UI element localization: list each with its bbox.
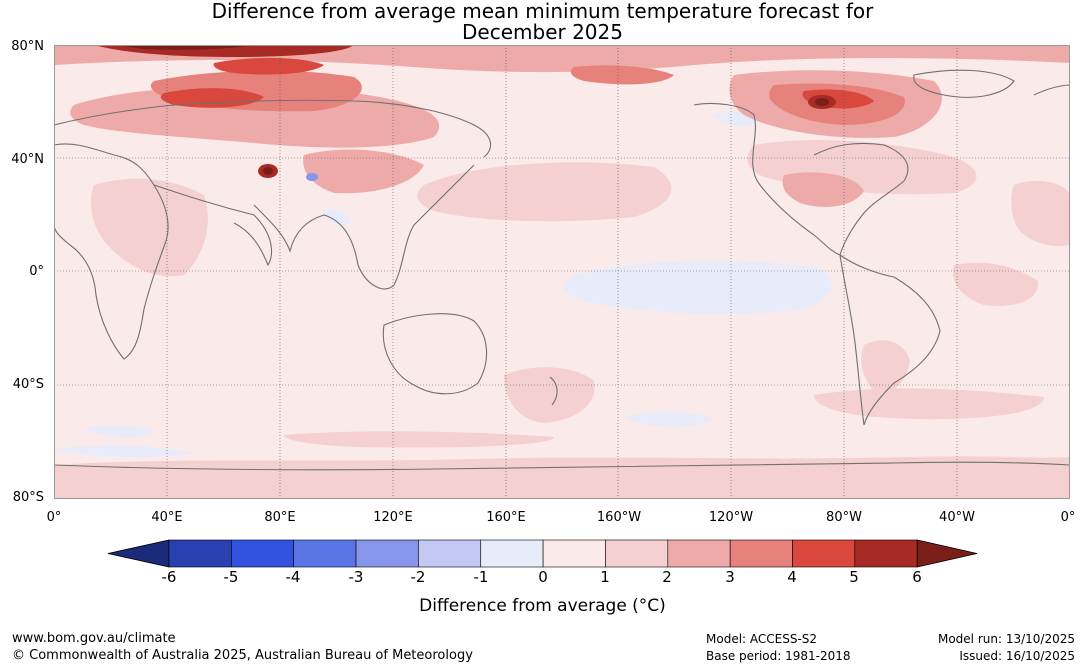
lat-label-80s: 80°S bbox=[12, 490, 44, 505]
lon-label-160e: 160°E bbox=[486, 510, 526, 525]
map-frame bbox=[54, 45, 1070, 499]
colorbar-tick: -1 bbox=[473, 568, 489, 586]
colorbar-segment bbox=[168, 539, 232, 568]
colorbar-tick: -6 bbox=[161, 568, 177, 586]
colorbar-segment bbox=[231, 539, 295, 568]
north-eurasia-coast bbox=[54, 99, 492, 158]
footer-model: Model: ACCESS-S2 bbox=[706, 632, 818, 646]
colorbar-tick: -5 bbox=[223, 568, 239, 586]
footer-issued: Issued: 16/10/2025 bbox=[959, 649, 1075, 663]
colorbar-extension-low bbox=[107, 539, 170, 568]
south-america-west-coast bbox=[839, 254, 865, 426]
colorbar-segment bbox=[542, 539, 606, 568]
colorbar-segment bbox=[355, 539, 419, 568]
lon-label-80e: 80°E bbox=[264, 510, 296, 525]
footer-url: www.bom.gov.au/climate bbox=[12, 631, 176, 646]
new-zealand-coast bbox=[549, 376, 558, 406]
north-america-east-coast bbox=[813, 142, 909, 256]
antarctica-coast bbox=[54, 461, 1070, 471]
map-title-line2: December 2025 bbox=[462, 20, 623, 44]
colorbar-tick: -4 bbox=[285, 568, 301, 586]
colorbar-tick: 3 bbox=[725, 568, 735, 586]
colorbar-tick: -3 bbox=[348, 568, 364, 586]
lon-label-120e: 120°E bbox=[373, 510, 413, 525]
asia-warm bbox=[303, 149, 424, 194]
south-asia-coast bbox=[253, 164, 475, 290]
colorbar-tick: 4 bbox=[787, 568, 797, 586]
lon-label-0-right: 0° bbox=[1060, 510, 1076, 525]
footer-base-period: Base period: 1981-2018 bbox=[706, 649, 851, 663]
colorbar-tick: 1 bbox=[600, 568, 610, 586]
colorbar bbox=[107, 539, 978, 568]
arabia-coast bbox=[153, 184, 273, 267]
graticule bbox=[54, 45, 1070, 499]
lon-label-120w: 120°W bbox=[708, 510, 754, 525]
lat-label-40s: 40°S bbox=[12, 377, 44, 392]
colorbar-tick: 6 bbox=[912, 568, 922, 586]
lon-label-40e: 40°E bbox=[151, 510, 183, 525]
footer-copyright: © Commonwealth of Australia 2025, Austra… bbox=[12, 648, 473, 663]
colorbar-segment bbox=[605, 539, 669, 568]
colorbar-segment bbox=[480, 539, 544, 568]
colorbar-tick: 0 bbox=[538, 568, 548, 586]
lat-label-80n: 80°N bbox=[11, 39, 44, 54]
north-pacific-warm bbox=[417, 162, 672, 222]
colorbar-segment bbox=[667, 539, 731, 568]
lon-label-80w: 80°W bbox=[826, 510, 862, 525]
africa-warm bbox=[90, 178, 208, 277]
colorbar-extension-high bbox=[916, 539, 978, 568]
north-america-west-coast bbox=[693, 102, 841, 256]
colorbar-segment bbox=[792, 539, 856, 568]
lon-label-40w: 40°W bbox=[939, 510, 975, 525]
lat-label-equator: 0° bbox=[29, 264, 44, 279]
greenland-coast bbox=[913, 69, 1015, 98]
colorbar-segment bbox=[293, 539, 357, 568]
anomaly-map bbox=[54, 45, 1070, 499]
colorbar-tick: 5 bbox=[849, 568, 859, 586]
colorbar-tick: 2 bbox=[662, 568, 672, 586]
coastlines bbox=[54, 69, 1070, 471]
colorbar-segment bbox=[418, 539, 482, 568]
colorbar-segment bbox=[854, 539, 918, 568]
africa-coast bbox=[54, 143, 169, 360]
lon-label-160w: 160°W bbox=[596, 510, 642, 525]
map-title-line1: Difference from average mean minimum tem… bbox=[211, 0, 874, 23]
footer-model-run: Model run: 13/10/2025 bbox=[937, 632, 1075, 646]
colorbar-title: Difference from average (°C) bbox=[419, 596, 666, 616]
pacific-cool-patch bbox=[563, 260, 832, 314]
lon-label-0-left: 0° bbox=[46, 510, 62, 525]
southern-band bbox=[54, 456, 1070, 499]
colorbar-tick: -2 bbox=[410, 568, 426, 586]
lat-label-40n: 40°N bbox=[11, 152, 44, 167]
colorbar-segment bbox=[729, 539, 793, 568]
south-america-east-coast bbox=[839, 254, 941, 426]
australia-coast bbox=[382, 313, 488, 395]
